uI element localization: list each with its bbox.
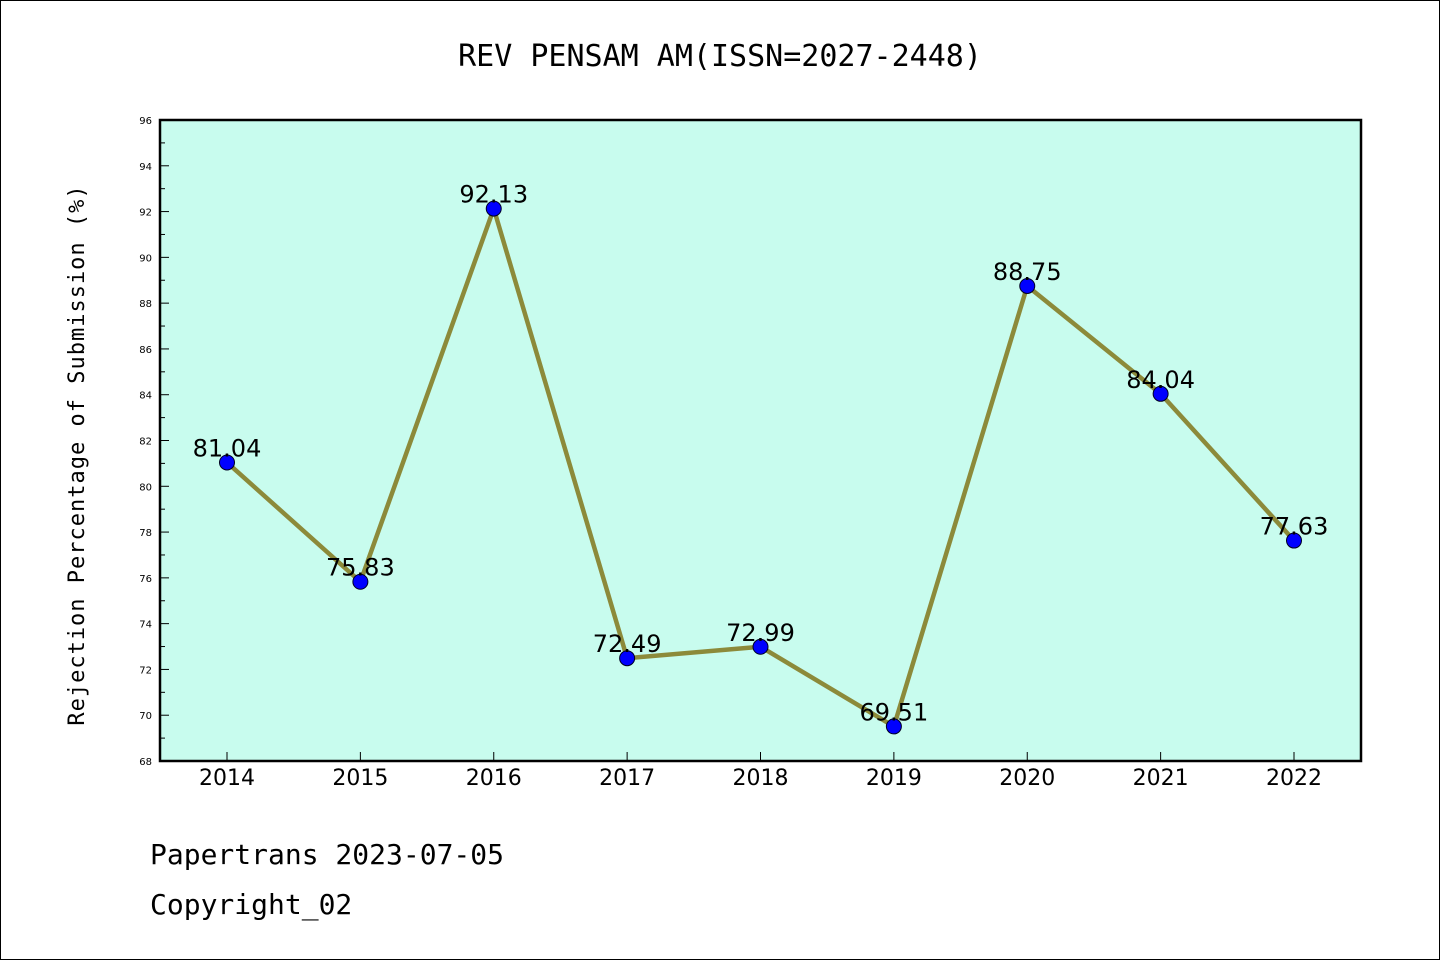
data-label: 81.04 xyxy=(193,434,262,462)
data-label: 72.49 xyxy=(593,630,662,658)
series-group: 81.04 75.83 92.13 72.49 72.99 69.51 88.75 84.04… xyxy=(193,181,1329,735)
x-tick-label: 2015 xyxy=(332,766,388,791)
x-tick-label: 2019 xyxy=(866,766,922,791)
x-tick-label: 2017 xyxy=(599,766,655,791)
data-point xyxy=(1019,277,1036,294)
y-tick-label: 94 xyxy=(139,162,152,173)
data-point xyxy=(485,200,502,217)
x-tick-label: 2021 xyxy=(1133,766,1189,791)
y-tick-label: 76 xyxy=(139,574,152,585)
data-label: 72.99 xyxy=(726,619,795,647)
data-point xyxy=(219,454,235,471)
plot-area xyxy=(160,120,1361,761)
y-tick-label: 82 xyxy=(139,437,152,448)
y-axis-label: Rejection Percentage of Submission (%) xyxy=(65,184,90,725)
chart-title: REV PENSAM AM(ISSN=2027-2448) xyxy=(458,39,982,74)
data-point xyxy=(752,638,769,655)
x-tick-label: 2020 xyxy=(999,766,1055,791)
x-tick-label: 2014 xyxy=(199,766,255,791)
y-tick-label: 84 xyxy=(139,391,152,402)
footer-line-2: Copyright_02 xyxy=(150,888,352,922)
x-axis: 2014 2015 2016 2017 2018 2019 2020 2021 2022 xyxy=(199,752,1322,791)
data-label: 77.63 xyxy=(1260,513,1329,541)
x-tick-label: 2016 xyxy=(466,766,522,791)
y-tick-label: 70 xyxy=(139,711,152,722)
y-axis: 68 70 72 74 76 78 80 82 84 86 88 90 92 94 96 xyxy=(139,116,169,768)
y-tick-label: 96 xyxy=(139,116,152,127)
y-tick-label: 90 xyxy=(139,253,152,264)
y-tick-label: 86 xyxy=(139,345,152,356)
y-tick-label: 68 xyxy=(139,757,152,768)
plot-border xyxy=(158,118,1363,763)
data-label: 92.13 xyxy=(459,181,528,209)
y-tick-label: 92 xyxy=(139,208,152,219)
data-point xyxy=(352,573,369,590)
y-tick-label: 78 xyxy=(139,528,152,539)
data-label: 88.75 xyxy=(993,258,1062,286)
y-tick-label: 74 xyxy=(139,620,152,631)
y-tick-label: 80 xyxy=(139,482,152,493)
y-tick-label: 88 xyxy=(139,299,152,310)
data-label: 75.83 xyxy=(326,554,395,582)
data-point xyxy=(1286,532,1302,549)
data-point xyxy=(1152,385,1169,402)
footer-line-1: Papertrans 2023-07-05 xyxy=(150,838,504,871)
data-point xyxy=(619,650,636,667)
data-label: 84.04 xyxy=(1126,366,1195,394)
x-tick-label: 2018 xyxy=(733,766,789,791)
data-point xyxy=(885,718,902,735)
x-tick-label: 2022 xyxy=(1266,766,1322,791)
data-label: 69.51 xyxy=(860,698,929,726)
y-tick-label: 72 xyxy=(139,665,152,676)
